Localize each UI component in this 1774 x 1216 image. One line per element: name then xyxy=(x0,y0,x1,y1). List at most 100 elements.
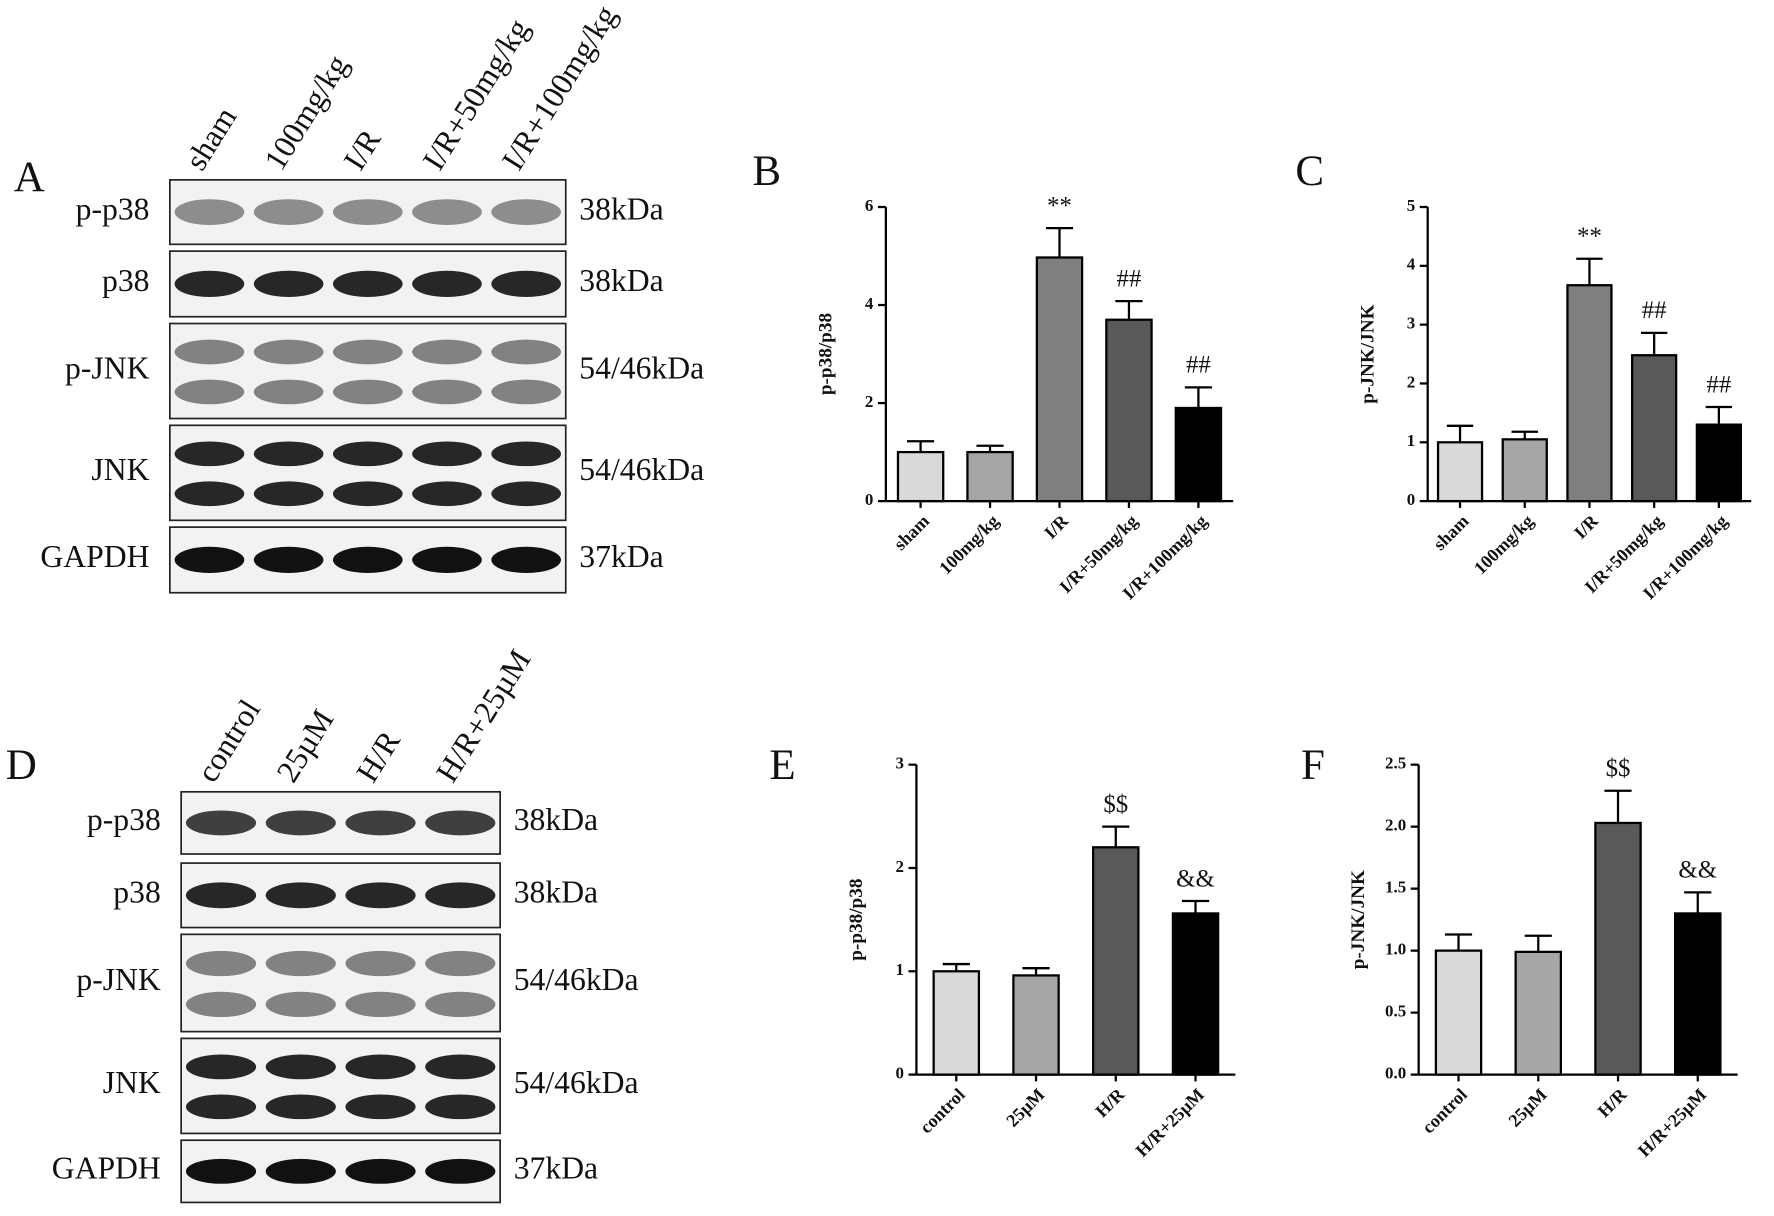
blot-band xyxy=(412,441,482,467)
panel-label: B xyxy=(752,148,781,195)
blot-band xyxy=(265,950,336,977)
protein-label: p-JNK xyxy=(76,962,161,997)
blot-band xyxy=(491,199,561,225)
x-tick-label: 100mg/kg xyxy=(1470,511,1537,578)
x-tick-label: H/R xyxy=(1594,1084,1632,1122)
lane-label: sham xyxy=(178,101,243,177)
blot-band xyxy=(253,546,324,574)
x-tick-label: H/R+25µM xyxy=(1634,1084,1710,1160)
blot-band xyxy=(253,199,324,225)
blot-band xyxy=(265,1054,336,1080)
bar xyxy=(1631,354,1678,503)
y-tick-label: 6 xyxy=(865,196,873,215)
bar xyxy=(1566,284,1613,503)
blot-band xyxy=(425,1054,496,1080)
panel-label: F xyxy=(1301,742,1325,789)
bar xyxy=(1171,912,1220,1076)
blot-band xyxy=(425,1094,496,1120)
y-tick-label: 5 xyxy=(1407,196,1415,215)
blot-band xyxy=(265,1094,336,1120)
annotation: ## xyxy=(1706,371,1731,398)
size-label: 38kDa xyxy=(514,875,598,910)
blot-band xyxy=(412,546,482,574)
y-tick-label: 2.0 xyxy=(1385,816,1406,835)
blot-band xyxy=(491,546,561,574)
blot-band xyxy=(345,950,416,977)
annotation: && xyxy=(1678,857,1717,884)
blot-band xyxy=(265,991,336,1018)
y-tick-label: 1 xyxy=(1407,431,1415,450)
x-tick-label: I/R xyxy=(1570,510,1603,543)
y-axis-label: p-p38/p38 xyxy=(815,313,836,395)
protein-label: p-p38 xyxy=(76,191,150,226)
x-tick-label: control xyxy=(1418,1084,1471,1137)
blot-band xyxy=(174,379,245,405)
protein-label: p38 xyxy=(102,263,149,298)
panel-label: E xyxy=(769,742,795,789)
size-label: 38kDa xyxy=(579,263,663,298)
bar xyxy=(1674,912,1722,1076)
x-tick-label: sham xyxy=(1429,511,1472,554)
bar xyxy=(966,450,1014,503)
y-tick-label: 2 xyxy=(865,392,873,411)
annotation: $$ xyxy=(1606,755,1631,782)
bar xyxy=(1434,949,1483,1076)
x-tick-label: I/R xyxy=(1040,510,1073,543)
blot-band xyxy=(412,339,482,365)
x-tick-label: 25µM xyxy=(1504,1084,1550,1130)
blot-band xyxy=(412,481,482,507)
blot-band xyxy=(332,199,403,225)
panel-label: C xyxy=(1295,148,1324,195)
blot-band xyxy=(345,1094,416,1120)
blot-band xyxy=(425,810,496,836)
blot-band xyxy=(265,882,336,909)
blot-band xyxy=(332,546,403,574)
annotation: ## xyxy=(1186,352,1211,379)
size-label: 37kDa xyxy=(514,1151,598,1186)
lane-label: H/R+25µM xyxy=(429,643,537,788)
y-tick-label: 2 xyxy=(895,857,903,876)
blot-band xyxy=(491,379,561,405)
blot-band xyxy=(425,882,496,909)
bar xyxy=(1594,821,1642,1076)
size-label: 54/46kDa xyxy=(579,350,704,385)
blot-band xyxy=(174,199,245,225)
x-tick-label: sham xyxy=(890,511,933,554)
y-axis-label: p-p38/p38 xyxy=(846,879,867,961)
blot-band xyxy=(332,379,403,405)
blot-band xyxy=(345,810,416,836)
blot-band xyxy=(253,339,324,365)
size-label: 38kDa xyxy=(579,191,663,226)
bar xyxy=(932,970,981,1076)
protein-label: p-p38 xyxy=(87,802,161,837)
y-tick-label: 0 xyxy=(895,1063,903,1082)
y-tick-label: 4 xyxy=(865,294,874,313)
blot-frame xyxy=(180,1037,501,1135)
panel-label: D xyxy=(6,742,37,789)
y-tick-label: 0 xyxy=(1407,490,1415,509)
x-tick-label: 100mg/kg xyxy=(935,511,1002,578)
y-tick-label: 3 xyxy=(895,754,903,773)
blot-frame xyxy=(168,424,567,522)
blot-band xyxy=(412,199,482,225)
blot-band xyxy=(491,481,561,507)
bar xyxy=(1012,974,1060,1076)
blot-frame xyxy=(180,933,501,1033)
annotation: ** xyxy=(1577,223,1602,250)
blot-band xyxy=(345,1054,416,1080)
blot-band xyxy=(345,991,416,1018)
bar xyxy=(1501,438,1548,503)
blot-band xyxy=(185,950,257,977)
blot-band xyxy=(332,270,403,298)
x-tick-label: control xyxy=(916,1084,969,1137)
bar xyxy=(1695,423,1742,503)
protein-label: GAPDH xyxy=(52,1151,161,1186)
protein-label: JNK xyxy=(103,1065,161,1100)
blot-band xyxy=(253,379,324,405)
lane-label: I/R xyxy=(337,123,389,177)
bar xyxy=(1174,406,1223,503)
blot-band xyxy=(253,270,324,298)
blot-band xyxy=(425,1158,496,1184)
